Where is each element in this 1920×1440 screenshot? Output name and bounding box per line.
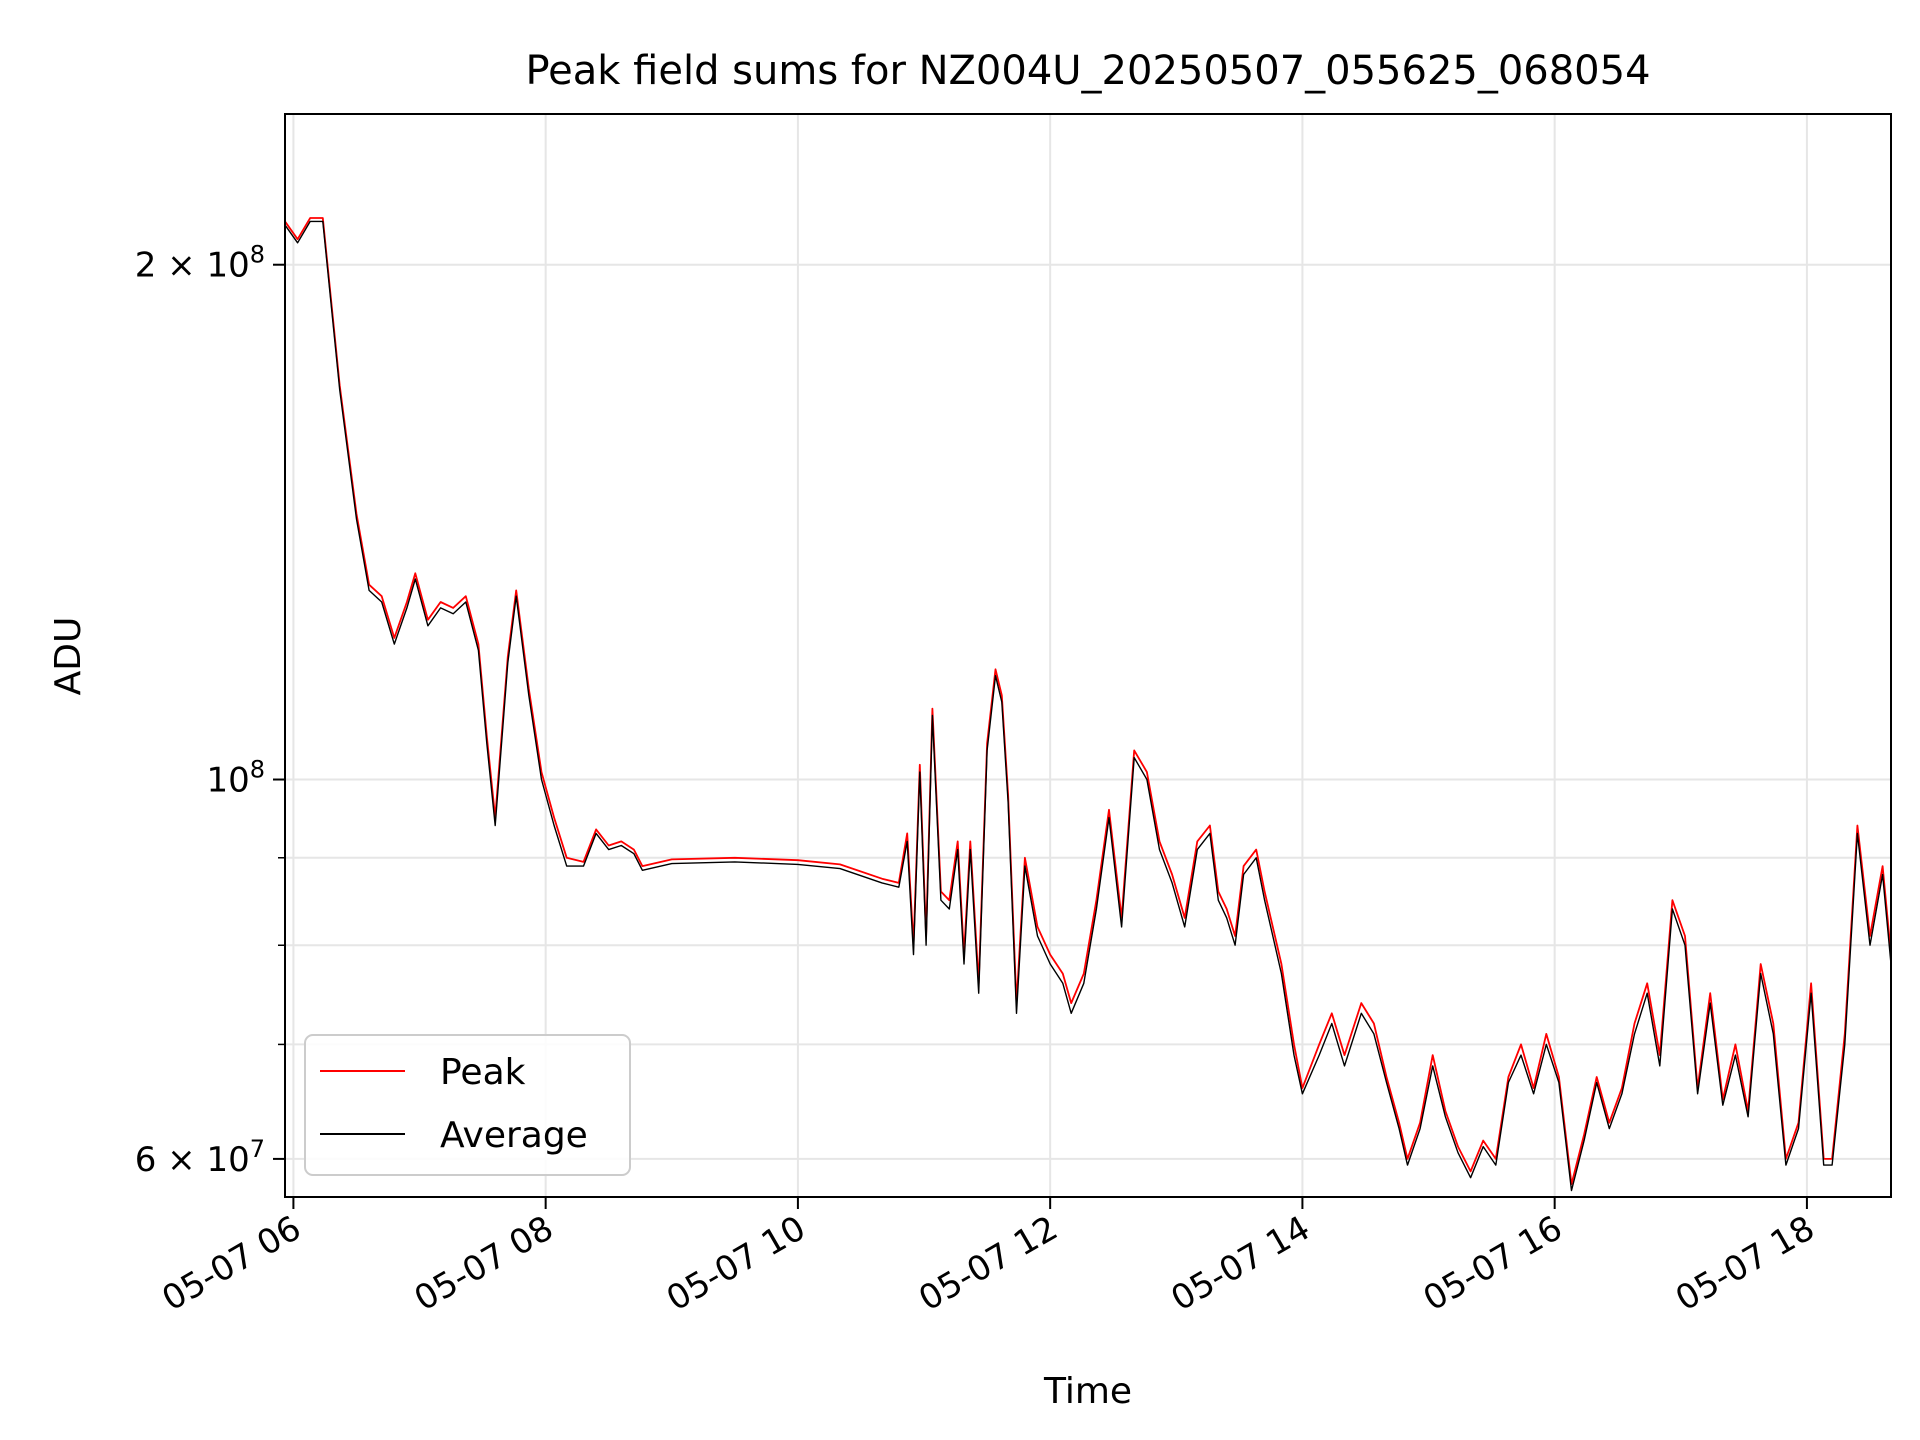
- legend: Peak Average: [304, 1034, 631, 1176]
- plot-frame: [284, 113, 1892, 1198]
- series-lines: [285, 217, 1891, 1192]
- chart-title: Peak field sums for NZ004U_20250507_0556…: [525, 48, 1650, 94]
- x-axis-label: Time: [1043, 1371, 1132, 1412]
- series-line-average: [285, 220, 1891, 1192]
- legend-label-average: Average: [440, 1115, 588, 1156]
- y-tick-label: 2 × 108: [135, 241, 265, 286]
- y-axis-label: ADU: [48, 617, 89, 696]
- legend-label-peak: Peak: [440, 1052, 526, 1093]
- y-tick-label: 108: [206, 756, 265, 801]
- y-axis-ticks: 6 × 107 108 2 × 108: [135, 241, 285, 1180]
- y-tick-label: 6 × 107: [135, 1135, 265, 1180]
